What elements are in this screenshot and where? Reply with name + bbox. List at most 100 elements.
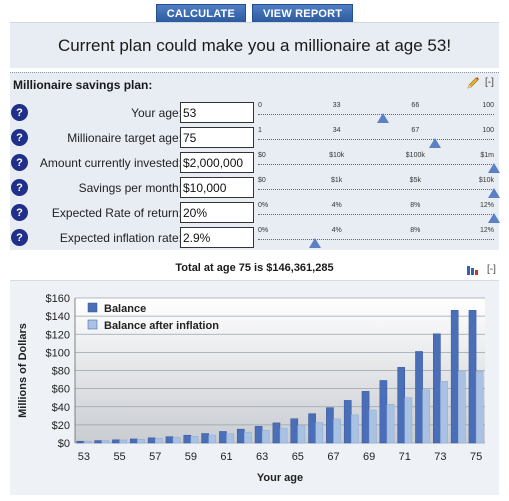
slider-tick-label: 8% bbox=[410, 202, 421, 209]
slider-thumb[interactable] bbox=[488, 163, 500, 173]
slider-track bbox=[258, 164, 494, 165]
row-slider[interactable]: 1 34 67 100 bbox=[258, 126, 494, 150]
slider-track bbox=[258, 139, 494, 140]
bar bbox=[94, 440, 102, 444]
bar bbox=[397, 367, 406, 444]
slider-tick-label: 0% bbox=[258, 227, 269, 234]
bar bbox=[333, 418, 341, 444]
legend-swatch bbox=[87, 302, 98, 313]
slider-tick-label: 33 bbox=[332, 102, 341, 109]
bar bbox=[326, 407, 334, 444]
collapse-chart-icon[interactable]: [-] bbox=[487, 264, 496, 275]
row-slider[interactable]: $0 $1k $5k $10k bbox=[258, 176, 500, 200]
collapse-panel-icon[interactable]: [-] bbox=[485, 77, 494, 88]
help-icon[interactable]: ? bbox=[11, 229, 28, 246]
y-axis-title: Millions of Dollars bbox=[17, 323, 29, 418]
row-value-input[interactable] bbox=[180, 152, 254, 173]
view-report-button[interactable]: VIEW REPORT bbox=[251, 4, 354, 23]
y-tick-label: $160 bbox=[46, 293, 70, 305]
y-tick-label: $0 bbox=[58, 438, 70, 450]
legend-label: Balance bbox=[104, 303, 146, 315]
row-value-input[interactable] bbox=[180, 127, 254, 148]
bar bbox=[130, 438, 138, 444]
row-slider[interactable]: 0% 4% 8% 12% bbox=[258, 201, 500, 225]
row-label: Savings per month: bbox=[78, 181, 182, 195]
row-value-input[interactable] bbox=[180, 227, 254, 248]
bar bbox=[261, 430, 270, 444]
headline-banner: Current plan could make you a millionair… bbox=[10, 22, 499, 68]
bar bbox=[172, 437, 181, 444]
bar bbox=[190, 436, 199, 444]
bar bbox=[290, 418, 299, 444]
y-tick-label: $40 bbox=[52, 402, 70, 414]
plan-row: ? Amount currently invested: $0 $10k $100k $1… bbox=[10, 151, 500, 175]
row-value-input[interactable] bbox=[180, 102, 254, 123]
bar bbox=[183, 434, 192, 444]
row-slider[interactable]: $0 $10k $100k $1m bbox=[258, 151, 500, 175]
bar bbox=[315, 422, 324, 444]
headline-text: Current plan could make you a millionair… bbox=[57, 35, 452, 55]
slider-thumb[interactable] bbox=[377, 113, 390, 123]
bar bbox=[343, 400, 352, 444]
slider-thumb[interactable] bbox=[429, 138, 441, 148]
help-icon[interactable]: ? bbox=[11, 154, 28, 171]
row-slider[interactable]: 0 33 66 100 bbox=[258, 101, 494, 125]
x-tick-label: 57 bbox=[149, 451, 161, 463]
bar-chart-icon[interactable] bbox=[466, 264, 480, 275]
bar bbox=[201, 433, 209, 444]
slider-tick-label: 34 bbox=[332, 127, 341, 134]
help-icon[interactable]: ? bbox=[11, 204, 28, 221]
bar bbox=[308, 413, 316, 444]
slider-tick-label: 100 bbox=[482, 102, 494, 109]
plan-row: ? Expected inflation rate: 0% 4% 8% 12% bbox=[10, 226, 499, 250]
bar bbox=[83, 440, 92, 444]
y-tick-label: $100 bbox=[46, 347, 70, 359]
bar bbox=[386, 404, 395, 444]
x-tick-label: 69 bbox=[363, 451, 375, 463]
slider-tick-label: 0% bbox=[258, 202, 269, 209]
bar bbox=[165, 436, 174, 444]
help-icon[interactable]: ? bbox=[11, 179, 28, 196]
slider-tick-label: $10k bbox=[478, 177, 494, 184]
calculate-button[interactable]: CALCULATE bbox=[155, 4, 246, 23]
x-tick-label: 61 bbox=[220, 451, 232, 463]
plan-row: ? Millionaire target age: 1 34 67 100 bbox=[10, 126, 499, 150]
bar bbox=[433, 333, 441, 444]
x-tick-label: 63 bbox=[256, 451, 268, 463]
slider-tick-label: 0 bbox=[258, 102, 262, 109]
row-value-input[interactable] bbox=[180, 177, 254, 198]
y-tick-label: $120 bbox=[46, 329, 70, 341]
row-value-input[interactable] bbox=[180, 202, 254, 223]
plan-row: ? Expected Rate of return: 0% 4% 8% 12% bbox=[10, 201, 500, 225]
slider-thumb[interactable] bbox=[488, 213, 500, 223]
savings-plan-panel: Millionaire savings plan: [-] ? Your age:… bbox=[10, 72, 500, 250]
help-icon[interactable]: ? bbox=[11, 129, 28, 146]
plan-row: ? Your age: 0 33 66 100 bbox=[10, 101, 499, 125]
bar bbox=[154, 438, 163, 444]
bar bbox=[226, 433, 234, 444]
row-slider[interactable]: 0% 4% 8% 12% bbox=[258, 226, 494, 250]
x-tick-label: 67 bbox=[327, 451, 339, 463]
chart-area: $0 $20 $40 $60 $80 $100 $120 $140 $160 53 55 57 59 61… bbox=[10, 280, 499, 495]
bar bbox=[279, 427, 288, 444]
bar bbox=[415, 351, 423, 444]
slider-tick-label: $1k bbox=[331, 177, 343, 184]
bar bbox=[475, 371, 484, 444]
bar bbox=[361, 391, 370, 444]
bar bbox=[379, 380, 388, 444]
slider-track bbox=[258, 114, 494, 115]
help-icon[interactable]: ? bbox=[11, 104, 28, 121]
bar bbox=[236, 428, 245, 444]
balance-chart: $0 $20 $40 $60 $80 $100 $120 $140 $160 53 55 57 59 61… bbox=[17, 293, 485, 484]
y-tick-label: $140 bbox=[46, 311, 70, 323]
bar bbox=[112, 439, 120, 444]
pencil-icon[interactable] bbox=[466, 76, 480, 90]
slider-tick-label: 66 bbox=[411, 102, 420, 109]
slider-track bbox=[258, 189, 494, 190]
slider-tick-label: 67 bbox=[411, 127, 420, 134]
bar bbox=[208, 434, 217, 444]
slider-thumb[interactable] bbox=[488, 188, 500, 198]
row-label: Your age: bbox=[131, 106, 182, 120]
legend-label: Balance after inflation bbox=[104, 320, 219, 332]
slider-thumb[interactable] bbox=[308, 238, 321, 248]
